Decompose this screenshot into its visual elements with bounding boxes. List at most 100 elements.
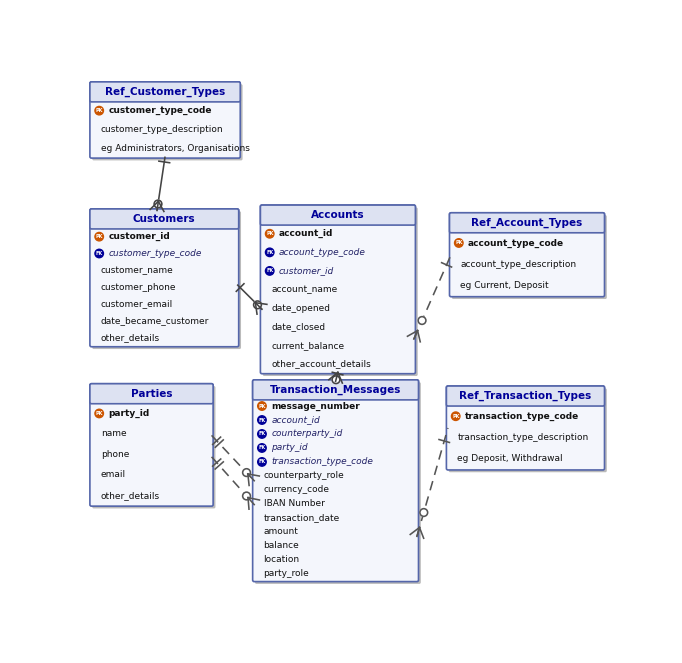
FancyBboxPatch shape	[449, 213, 604, 297]
Circle shape	[265, 229, 274, 238]
Circle shape	[332, 376, 340, 384]
FancyBboxPatch shape	[263, 208, 418, 376]
Text: PK: PK	[95, 411, 103, 416]
Text: date_opened: date_opened	[271, 304, 330, 312]
Text: Parties: Parties	[131, 389, 173, 398]
Text: customer_id: customer_id	[108, 232, 170, 241]
Circle shape	[418, 317, 426, 324]
Circle shape	[95, 233, 104, 241]
Text: account_type_code: account_type_code	[468, 239, 564, 247]
FancyBboxPatch shape	[452, 215, 607, 299]
Text: eg Current, Deposit: eg Current, Deposit	[460, 281, 549, 290]
Text: counterparty_role: counterparty_role	[263, 471, 344, 481]
Text: Customers: Customers	[133, 214, 196, 224]
Text: account_name: account_name	[271, 285, 338, 294]
FancyBboxPatch shape	[252, 380, 419, 581]
FancyBboxPatch shape	[90, 209, 239, 347]
Circle shape	[95, 249, 104, 258]
FancyBboxPatch shape	[90, 209, 239, 229]
Text: Ref_Customer_Types: Ref_Customer_Types	[105, 87, 225, 97]
Text: email: email	[101, 471, 126, 479]
FancyBboxPatch shape	[92, 211, 241, 349]
FancyBboxPatch shape	[255, 382, 421, 584]
FancyBboxPatch shape	[449, 213, 604, 233]
FancyBboxPatch shape	[92, 386, 216, 509]
Text: phone: phone	[101, 450, 129, 459]
Text: transaction_date: transaction_date	[263, 513, 340, 522]
Text: other_details: other_details	[101, 333, 160, 342]
Text: account_id: account_id	[271, 416, 320, 424]
Text: PK: PK	[266, 231, 273, 236]
Text: eg Administrators, Organisations: eg Administrators, Organisations	[101, 144, 250, 152]
Text: eg Deposit, Withdrawal: eg Deposit, Withdrawal	[457, 454, 563, 463]
Text: party_role: party_role	[263, 570, 309, 578]
Text: customer_type_code: customer_type_code	[108, 106, 212, 115]
Text: date_became_customer: date_became_customer	[101, 316, 209, 326]
Text: transaction_type_description: transaction_type_description	[457, 433, 589, 442]
Text: transaction_type_code: transaction_type_code	[271, 457, 373, 467]
Text: name: name	[101, 430, 126, 438]
Text: PK: PK	[452, 414, 460, 419]
Text: balance: balance	[263, 541, 299, 550]
FancyBboxPatch shape	[449, 389, 607, 472]
Circle shape	[258, 457, 266, 466]
Text: FK: FK	[266, 250, 273, 255]
Circle shape	[243, 469, 250, 477]
Text: FK: FK	[258, 418, 265, 422]
Text: customer_phone: customer_phone	[101, 282, 176, 292]
Text: customer_id: customer_id	[279, 267, 334, 275]
FancyBboxPatch shape	[261, 205, 415, 225]
Circle shape	[258, 416, 266, 424]
Text: FK: FK	[266, 269, 273, 273]
Text: PK: PK	[95, 108, 103, 113]
Text: date_closed: date_closed	[271, 322, 325, 331]
FancyBboxPatch shape	[261, 205, 415, 374]
Text: Ref_Transaction_Types: Ref_Transaction_Types	[459, 391, 591, 401]
FancyBboxPatch shape	[252, 380, 419, 400]
Text: FK: FK	[95, 251, 103, 256]
Text: transaction_type_code: transaction_type_code	[465, 412, 579, 421]
Text: customer_name: customer_name	[101, 266, 173, 275]
FancyBboxPatch shape	[90, 82, 240, 158]
FancyBboxPatch shape	[90, 82, 240, 102]
Circle shape	[254, 301, 261, 309]
Circle shape	[265, 248, 274, 257]
Text: location: location	[263, 556, 299, 564]
Circle shape	[258, 402, 266, 410]
Circle shape	[95, 409, 104, 418]
Text: party_id: party_id	[271, 444, 308, 452]
Text: IBAN Number: IBAN Number	[263, 499, 325, 509]
Text: PK: PK	[95, 234, 103, 239]
Text: PK: PK	[455, 241, 462, 245]
Text: other_details: other_details	[101, 491, 160, 500]
Circle shape	[265, 267, 274, 275]
Text: FK: FK	[258, 432, 265, 436]
Text: customer_email: customer_email	[101, 300, 173, 308]
Text: Ref_Account_Types: Ref_Account_Types	[471, 217, 582, 228]
Circle shape	[95, 107, 104, 115]
FancyBboxPatch shape	[447, 386, 604, 406]
Circle shape	[258, 430, 266, 438]
FancyBboxPatch shape	[447, 386, 604, 470]
Text: party_id: party_id	[108, 409, 150, 418]
Circle shape	[243, 492, 250, 500]
Text: customer_type_code: customer_type_code	[108, 249, 202, 258]
Text: other_account_details: other_account_details	[271, 359, 371, 369]
Text: account_type_code: account_type_code	[279, 248, 366, 257]
Circle shape	[451, 412, 460, 420]
Circle shape	[154, 200, 162, 208]
Circle shape	[454, 239, 463, 247]
Text: Accounts: Accounts	[311, 210, 365, 220]
FancyBboxPatch shape	[90, 384, 213, 404]
Text: current_balance: current_balance	[271, 341, 344, 349]
Text: account_id: account_id	[279, 229, 333, 238]
Circle shape	[258, 444, 266, 452]
Text: message_number: message_number	[271, 402, 360, 410]
Text: FK: FK	[258, 459, 265, 465]
Text: counterparty_id: counterparty_id	[271, 430, 342, 438]
Text: PK: PK	[258, 404, 265, 408]
Circle shape	[420, 509, 428, 516]
Text: amount: amount	[263, 527, 299, 536]
Text: customer_type_description: customer_type_description	[101, 125, 224, 134]
Text: currency_code: currency_code	[263, 485, 329, 495]
